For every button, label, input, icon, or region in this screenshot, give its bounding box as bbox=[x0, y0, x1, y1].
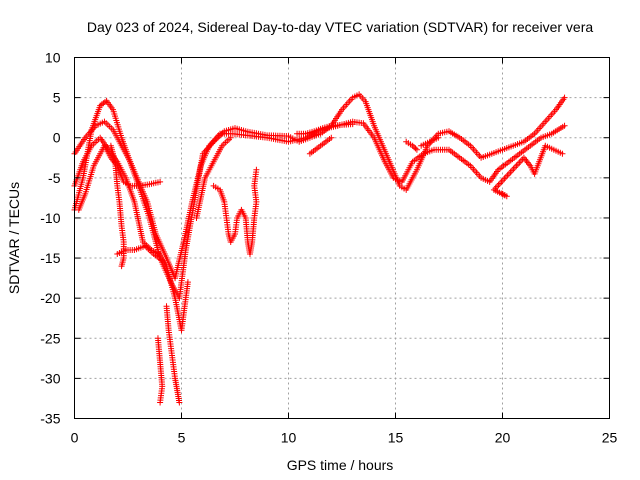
data-points bbox=[71, 91, 568, 406]
data-point bbox=[227, 134, 234, 141]
plot-frame bbox=[74, 57, 610, 419]
data-point bbox=[176, 399, 183, 406]
data-point bbox=[435, 134, 442, 141]
data-point bbox=[411, 144, 418, 151]
data-point bbox=[157, 399, 164, 406]
data-point bbox=[561, 94, 568, 101]
y-tick-label: -35 bbox=[40, 411, 60, 427]
x-tick-label: 0 bbox=[71, 430, 79, 446]
chart-title: Day 023 of 2024, Sidereal Day-to-day VTE… bbox=[87, 19, 593, 35]
y-axis-label: SDTVAR / TECUs bbox=[6, 182, 22, 294]
data-point bbox=[413, 146, 420, 153]
data-point bbox=[184, 279, 191, 286]
y-tick-label: -10 bbox=[40, 210, 60, 226]
series-track-e bbox=[107, 142, 183, 406]
y-tick-label: 0 bbox=[53, 130, 61, 146]
data-point bbox=[161, 259, 168, 266]
data-point bbox=[218, 131, 225, 138]
series-track-b bbox=[71, 118, 568, 282]
y-tick-label: -20 bbox=[40, 290, 60, 306]
data-point bbox=[253, 166, 260, 173]
y-tick-label: -5 bbox=[48, 170, 61, 186]
data-point bbox=[328, 134, 335, 141]
x-tick-label: 10 bbox=[281, 430, 297, 446]
y-tick-label: 10 bbox=[45, 50, 61, 66]
x-tick-label: 25 bbox=[602, 430, 618, 446]
y-tick-label: -15 bbox=[40, 250, 60, 266]
data-point bbox=[118, 263, 125, 270]
axis-ticks: 0 5 10 15 20 25 10 5 0 -5 -10 -15 -20 -25 -30 -35 bbox=[40, 50, 617, 446]
x-tick-label: 15 bbox=[388, 430, 404, 446]
series-track-c bbox=[71, 134, 234, 334]
y-tick-label: 5 bbox=[53, 90, 61, 106]
data-point bbox=[409, 142, 416, 149]
x-tick-label: 20 bbox=[495, 430, 511, 446]
grid bbox=[74, 57, 610, 419]
data-point bbox=[412, 145, 419, 152]
series-track-d bbox=[75, 142, 168, 266]
y-tick-label: -25 bbox=[40, 330, 60, 346]
x-axis-label: GPS time / hours bbox=[287, 457, 394, 473]
x-tick-label: 5 bbox=[178, 430, 186, 446]
data-point bbox=[157, 178, 164, 185]
series-track-f bbox=[210, 166, 260, 258]
data-point bbox=[559, 150, 566, 157]
y-tick-label: -30 bbox=[40, 370, 60, 386]
series-track-g bbox=[294, 121, 566, 200]
data-point bbox=[561, 122, 568, 129]
data-point bbox=[349, 121, 356, 128]
